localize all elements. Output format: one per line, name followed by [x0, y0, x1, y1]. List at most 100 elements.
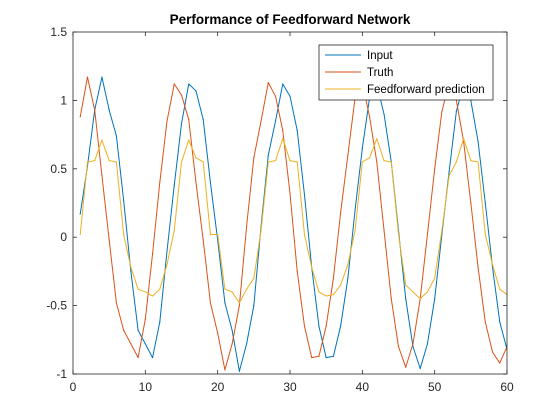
data-point [448, 175, 450, 177]
data-point [238, 302, 240, 304]
data-point [130, 266, 132, 268]
data-point [419, 298, 421, 300]
data-point [202, 118, 204, 121]
data-point [282, 138, 284, 140]
data-point [79, 213, 81, 215]
data-point [209, 233, 212, 236]
data-point [159, 321, 161, 323]
data-point [470, 159, 472, 162]
data-point [368, 157, 371, 159]
data-point [347, 263, 349, 266]
data-point [434, 277, 436, 279]
data-point [166, 120, 168, 122]
data-point [347, 277, 349, 279]
data-point [484, 233, 486, 236]
legend: Input Truth Feedforward prediction [318, 44, 494, 101]
x-tick-label: 40 [356, 380, 370, 394]
legend-label: Input [367, 50, 393, 62]
data-point [274, 95, 277, 97]
data-point [231, 343, 233, 345]
data-point [347, 154, 349, 156]
data-point [441, 110, 443, 112]
data-point [340, 284, 342, 286]
data-point [282, 129, 284, 132]
data-point [383, 113, 385, 115]
data-point [246, 343, 248, 345]
data-point [224, 302, 226, 304]
data-point [397, 233, 400, 236]
y-tick-label: -0.5 [46, 299, 67, 313]
data-point [217, 332, 219, 334]
data-point [303, 194, 306, 196]
data-point [484, 321, 486, 323]
x-tick-label: 0 [70, 380, 77, 394]
data-point [311, 266, 313, 268]
data-point [151, 253, 154, 255]
data-point [441, 229, 443, 231]
data-point [412, 291, 414, 293]
data-point [267, 161, 269, 163]
data-point [318, 291, 320, 293]
data-point [188, 139, 190, 141]
data-point [246, 225, 248, 227]
data-point [180, 123, 183, 125]
data-point [318, 325, 320, 327]
data-point [195, 157, 197, 159]
data-point [282, 83, 284, 85]
data-point [79, 233, 81, 236]
data-point [267, 82, 269, 84]
data-point [137, 329, 139, 331]
data-point [390, 161, 392, 163]
x-tick-label: 10 [139, 380, 153, 394]
data-point [405, 298, 407, 300]
data-point [86, 161, 89, 163]
data-point [303, 233, 306, 236]
x-tick-label: 20 [211, 380, 225, 394]
data-point [434, 298, 436, 300]
series-line-0 [79, 76, 507, 372]
data-point [325, 295, 327, 297]
data-point [448, 170, 450, 173]
data-point [123, 329, 125, 331]
legend-label: Feedforward prediction [367, 84, 485, 96]
data-point [499, 321, 501, 323]
x-tick-label: 50 [428, 380, 442, 394]
data-point [101, 76, 103, 78]
data-point [434, 168, 436, 170]
data-point [130, 343, 132, 345]
data-point [318, 355, 320, 357]
data-point [361, 147, 363, 149]
data-point [188, 118, 190, 121]
data-point [144, 343, 146, 345]
data-point [180, 161, 183, 163]
data-point [491, 263, 494, 266]
y-tick-label: 0 [60, 230, 67, 244]
y-tick-label: 1.5 [50, 25, 67, 39]
data-point [491, 351, 494, 353]
data-point [463, 138, 465, 140]
data-point [260, 229, 262, 231]
data-point [325, 325, 327, 327]
data-point [289, 95, 291, 97]
data-point [202, 239, 204, 241]
data-point [499, 288, 501, 290]
data-point [455, 161, 457, 163]
data-point [159, 181, 161, 184]
data-point [253, 157, 255, 159]
data-point [94, 159, 96, 162]
data-point [274, 120, 277, 122]
data-point [151, 295, 154, 297]
data-point [332, 355, 334, 357]
data-point [123, 233, 125, 236]
data-point [195, 181, 197, 184]
data-point [267, 154, 269, 156]
data-point [166, 250, 168, 252]
data-point [108, 109, 110, 111]
data-point [296, 270, 298, 272]
data-point [412, 343, 414, 345]
data-point [217, 233, 219, 236]
data-point [332, 294, 334, 296]
data-point [325, 356, 327, 359]
data-point [180, 94, 183, 96]
data-point [151, 356, 154, 359]
